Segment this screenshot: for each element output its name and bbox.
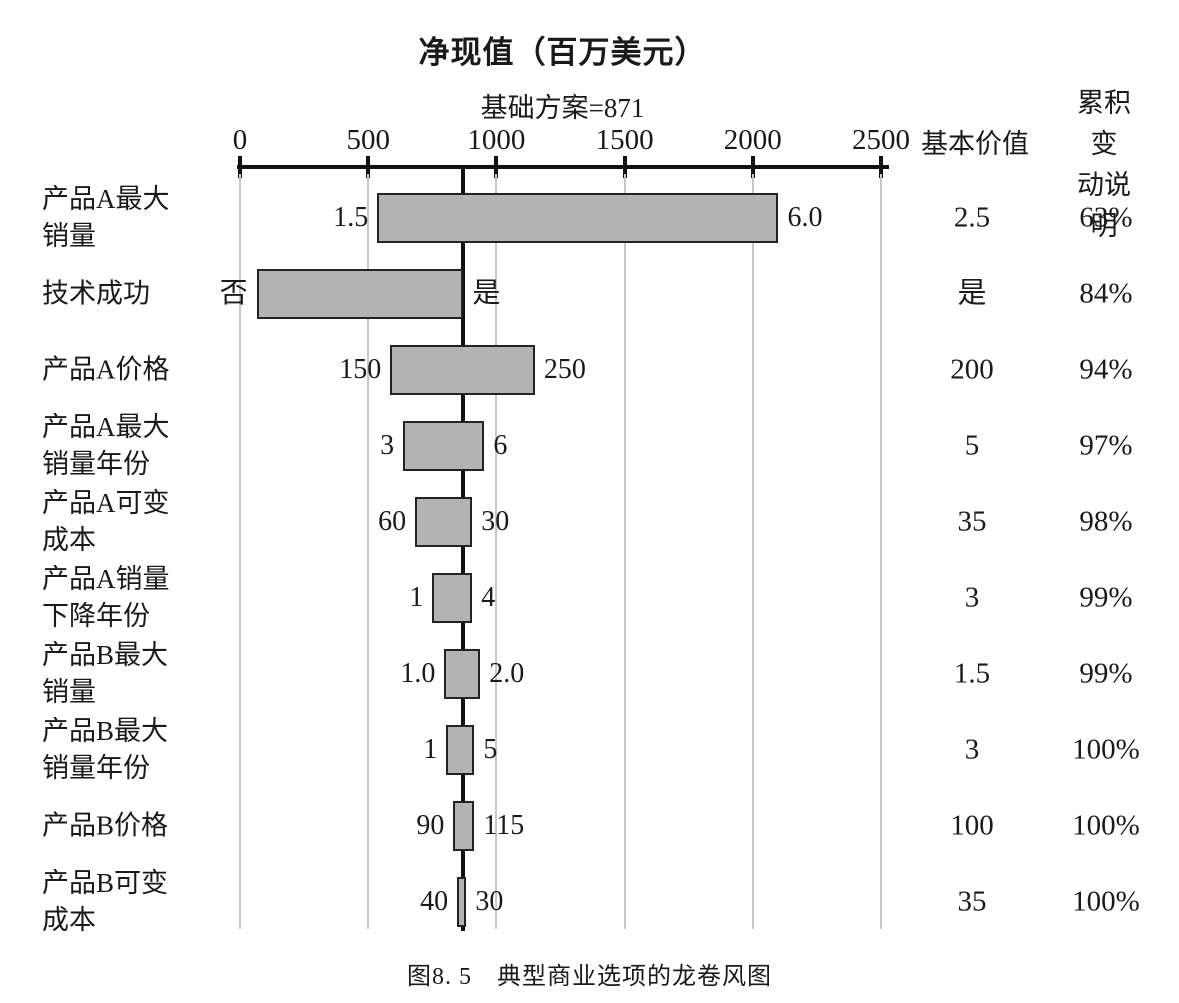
cumulative-value: 100% <box>1072 809 1140 842</box>
tornado-bar <box>256 269 464 319</box>
base-value: 3 <box>964 733 980 766</box>
category-label: 产品B可变 成本 <box>42 868 169 935</box>
bar-low-label: 1.0 <box>400 658 436 689</box>
category-label: 产品A销量 下降年份 <box>42 564 170 631</box>
gridline <box>623 174 626 929</box>
cumulative-value: 99% <box>1079 657 1133 690</box>
cumulative-value: 97% <box>1079 429 1133 462</box>
category-label: 产品B最大 销量年份 <box>42 716 169 783</box>
category-label: 产品A最大 销量年份 <box>42 412 170 479</box>
chart-subtitle: 基础方案=871 <box>480 93 645 123</box>
tick-label: 2500 <box>852 124 910 156</box>
tick-mark <box>494 156 499 178</box>
tick-label: 1500 <box>595 124 654 156</box>
bar-low-label: 1 <box>409 582 424 613</box>
tick-mark <box>750 156 755 178</box>
x-axis-line <box>237 165 889 169</box>
bar-high-label: 2.0 <box>489 658 525 689</box>
tornado-bar <box>403 421 485 471</box>
tick-label: 500 <box>346 124 390 156</box>
cumulative-value: 98% <box>1079 505 1133 538</box>
tick-mark <box>366 156 371 178</box>
bar-high-label: 250 <box>543 354 586 385</box>
bar-low-label: 否 <box>219 278 248 309</box>
category-label: 产品A价格 <box>42 354 170 385</box>
tornado-bar <box>446 725 475 775</box>
bar-high-label: 30 <box>475 886 504 917</box>
bar-low-label: 1.5 <box>333 202 369 233</box>
bar-high-label: 4 <box>481 582 496 613</box>
cumulative-value: 100% <box>1072 885 1140 918</box>
category-label: 技术成功 <box>42 278 150 309</box>
gridline <box>495 174 498 929</box>
base-value: 100 <box>950 809 994 842</box>
cumulative-value: 63% <box>1079 201 1133 234</box>
chart-title: 净现值（百万美元） <box>418 35 707 70</box>
bar-high-label: 6.0 <box>787 202 823 233</box>
tornado-bar <box>377 193 779 243</box>
bar-low-label: 40 <box>420 886 449 917</box>
base-value: 200 <box>950 353 994 386</box>
cumulative-value: 99% <box>1079 581 1133 614</box>
gridline <box>239 174 241 929</box>
tornado-bar <box>390 345 535 395</box>
tornado-bar <box>444 649 481 699</box>
cumulative-column-header: 累积变 动说明 <box>1077 88 1131 241</box>
base-value: 3 <box>964 581 980 614</box>
base-case-line <box>461 167 466 931</box>
figure-caption: 图8. 5 典型商业选项的龙卷风图 <box>407 964 772 990</box>
bar-low-label: 150 <box>339 354 382 385</box>
gridline <box>880 174 882 929</box>
base-value: 35 <box>957 505 987 538</box>
gridline <box>751 174 754 929</box>
bar-low-label: 90 <box>416 810 445 841</box>
category-label: 产品B价格 <box>42 810 169 841</box>
tick-label: 2000 <box>723 124 782 156</box>
base-value: 5 <box>964 429 980 462</box>
tornado-bar <box>432 573 473 623</box>
tornado-bar <box>457 877 467 927</box>
base-value: 是 <box>957 277 987 310</box>
base-value: 2.5 <box>953 201 991 234</box>
category-label: 产品A最大 销量 <box>42 184 170 251</box>
bar-high-label: 115 <box>483 810 525 841</box>
tick-label: 1000 <box>467 124 526 156</box>
base-value-column-header: 基本价值 <box>921 129 1029 159</box>
tornado-bar <box>415 497 473 547</box>
cumulative-value: 84% <box>1079 277 1133 310</box>
category-label: 产品A可变 成本 <box>42 488 170 555</box>
bar-high-label: 30 <box>481 506 510 537</box>
bar-low-label: 60 <box>378 506 407 537</box>
tornado-bar <box>453 801 475 851</box>
bar-high-label: 6 <box>493 430 508 461</box>
bar-low-label: 3 <box>380 430 395 461</box>
gridline <box>367 174 370 929</box>
cumulative-value: 100% <box>1072 733 1140 766</box>
tick-label: 0 <box>232 124 248 156</box>
tick-mark <box>238 156 242 178</box>
bar-high-label: 5 <box>483 734 498 765</box>
category-label: 产品B最大 销量 <box>42 640 169 707</box>
tick-mark <box>879 156 883 178</box>
base-value: 35 <box>957 885 987 918</box>
cumulative-value: 94% <box>1079 353 1133 386</box>
bar-high-label: 是 <box>472 278 501 309</box>
tick-mark <box>622 156 627 178</box>
bar-low-label: 1 <box>423 734 438 765</box>
base-value: 1.5 <box>953 657 991 690</box>
